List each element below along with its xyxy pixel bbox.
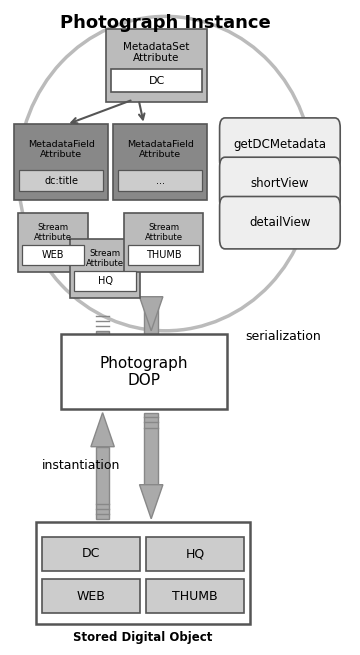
Text: MetadataField
Attribute: MetadataField Attribute [28, 140, 95, 159]
Text: Stream
Attribute: Stream Attribute [145, 223, 183, 242]
FancyBboxPatch shape [19, 170, 103, 191]
FancyBboxPatch shape [14, 124, 108, 200]
Text: detailView: detailView [249, 216, 311, 229]
FancyBboxPatch shape [144, 413, 158, 485]
Text: WEB: WEB [77, 590, 105, 603]
Text: Stream
Attribute: Stream Attribute [86, 249, 124, 269]
FancyBboxPatch shape [96, 331, 109, 368]
Polygon shape [139, 297, 163, 331]
FancyBboxPatch shape [146, 579, 244, 613]
FancyBboxPatch shape [36, 522, 250, 624]
FancyBboxPatch shape [111, 69, 202, 92]
FancyBboxPatch shape [146, 536, 244, 571]
Text: getDCMetadata: getDCMetadata [233, 138, 327, 151]
Text: MetadataField
Attribute: MetadataField Attribute [127, 140, 194, 159]
FancyBboxPatch shape [42, 579, 140, 613]
FancyBboxPatch shape [113, 124, 207, 200]
Text: Photograph Instance: Photograph Instance [60, 14, 271, 32]
Text: Photograph
DOP: Photograph DOP [100, 356, 188, 388]
Text: serialization: serialization [245, 329, 320, 343]
Text: WEB: WEB [42, 250, 64, 260]
FancyBboxPatch shape [96, 447, 109, 519]
Polygon shape [91, 413, 114, 447]
Text: dc:title: dc:title [44, 176, 78, 186]
FancyBboxPatch shape [144, 297, 158, 334]
FancyBboxPatch shape [42, 536, 140, 571]
Text: Stored Digital Object: Stored Digital Object [73, 631, 213, 645]
FancyBboxPatch shape [124, 213, 203, 272]
Text: ...: ... [156, 176, 165, 186]
FancyBboxPatch shape [118, 170, 202, 191]
FancyBboxPatch shape [128, 245, 199, 265]
FancyBboxPatch shape [18, 213, 88, 272]
Text: DC: DC [148, 75, 165, 86]
FancyBboxPatch shape [220, 118, 340, 170]
Text: THUMB: THUMB [146, 250, 181, 260]
FancyBboxPatch shape [74, 271, 136, 291]
Polygon shape [139, 485, 163, 519]
FancyBboxPatch shape [70, 239, 140, 298]
FancyBboxPatch shape [22, 245, 84, 265]
Text: Stream
Attribute: Stream Attribute [34, 223, 72, 242]
Text: DC: DC [82, 547, 100, 560]
Text: instantiation: instantiation [41, 458, 120, 472]
FancyBboxPatch shape [106, 29, 207, 102]
Text: HQ: HQ [186, 547, 205, 560]
Text: MetadataSet
Attribute: MetadataSet Attribute [123, 42, 190, 64]
Polygon shape [91, 334, 114, 368]
FancyBboxPatch shape [220, 196, 340, 249]
Text: shortView: shortView [251, 177, 309, 190]
Text: HQ: HQ [98, 276, 113, 286]
FancyBboxPatch shape [220, 157, 340, 210]
Text: THUMB: THUMB [172, 590, 218, 603]
FancyBboxPatch shape [61, 334, 227, 409]
